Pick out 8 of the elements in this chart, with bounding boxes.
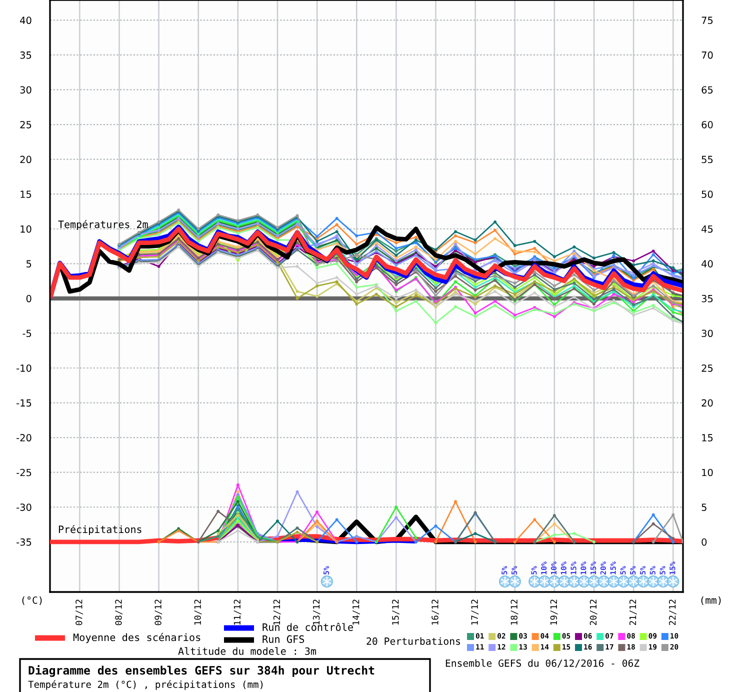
y2-tick-label: 60 (702, 121, 713, 128)
y-tick-label: 35 (20, 51, 32, 59)
y2-tick-label: 65 (702, 86, 713, 94)
y-tick-label: 40 (20, 16, 32, 24)
y2-tick-label: 75 (702, 16, 713, 24)
y-tick-label: 30 (20, 86, 32, 94)
y2-tick-label: 70 (702, 51, 713, 59)
y-tick-label: 25 (20, 121, 32, 128)
